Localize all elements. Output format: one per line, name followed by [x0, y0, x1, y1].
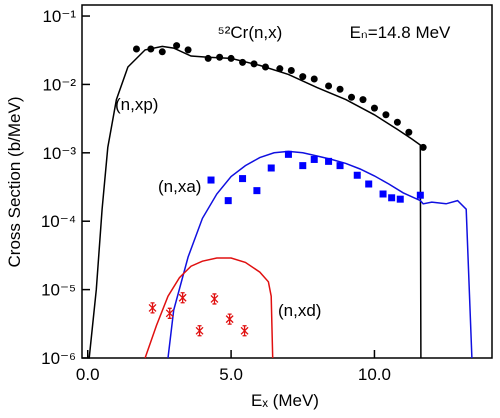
x-axis-label: Eₓ (MeV) [251, 391, 319, 410]
data-point [370, 104, 378, 112]
data-point [348, 93, 356, 101]
data-point [299, 162, 307, 170]
data-point [276, 65, 284, 73]
data-point [353, 171, 361, 179]
data-point [184, 46, 192, 54]
data-point [207, 176, 215, 184]
data-point [379, 190, 387, 198]
data-point [388, 194, 396, 202]
y-tick-label: 10⁻³ [42, 144, 76, 163]
data-point [267, 164, 275, 172]
data-point [250, 60, 258, 68]
data-point [419, 143, 427, 151]
data-point [359, 96, 367, 104]
data-point [287, 66, 295, 74]
y-tick-label: 10⁻⁶ [41, 349, 76, 368]
chart-title: ⁵²Cr(n,x) [218, 23, 283, 42]
x-tick-label: 10.0 [358, 365, 391, 384]
series-line [144, 257, 274, 359]
data-point [224, 197, 232, 205]
data-point [216, 53, 224, 61]
data-point [240, 325, 249, 337]
data-point [148, 302, 157, 314]
chart-subtitle: Eₙ=14.8 MeV [350, 23, 451, 42]
data-point [225, 313, 234, 325]
data-point [396, 195, 404, 203]
x-tick-label: 0.0 [76, 365, 100, 384]
data-point [416, 191, 424, 199]
y-tick-label: 10⁻⁵ [41, 281, 76, 300]
data-point [210, 293, 219, 305]
data-point [325, 82, 333, 90]
data-point [284, 150, 292, 158]
data-point [253, 187, 261, 195]
data-point [405, 128, 413, 136]
data-point [325, 157, 333, 165]
data-point [365, 180, 373, 188]
data-point [261, 63, 269, 71]
annotation: (n,xa) [158, 177, 201, 196]
data-point [310, 155, 318, 163]
y-tick-label: 10⁻¹ [42, 7, 76, 26]
plot-frame [81, 4, 493, 359]
data-point [239, 175, 247, 183]
x-tick-label: 5.0 [219, 365, 243, 384]
data-point [382, 111, 390, 119]
data-point [393, 118, 401, 126]
y-tick-label: 10⁻⁴ [41, 212, 76, 231]
data-point [158, 48, 166, 56]
data-point [299, 73, 307, 81]
data-point [178, 292, 187, 304]
data-point [165, 307, 174, 319]
series-line [88, 45, 422, 359]
data-point [239, 58, 247, 66]
data-point [195, 325, 204, 337]
y-tick-label: 10⁻² [42, 75, 76, 94]
data-point [204, 54, 212, 62]
data-point [147, 45, 155, 53]
annotation: (n,xd) [278, 301, 321, 320]
annotation: (n,xp) [115, 95, 158, 114]
data-point [173, 42, 181, 50]
data-point [310, 75, 318, 83]
data-point [132, 45, 140, 53]
data-point [336, 162, 344, 170]
data-point [336, 85, 344, 93]
data-point [227, 54, 235, 62]
y-axis-label: Cross Section (b/MeV) [5, 97, 24, 268]
